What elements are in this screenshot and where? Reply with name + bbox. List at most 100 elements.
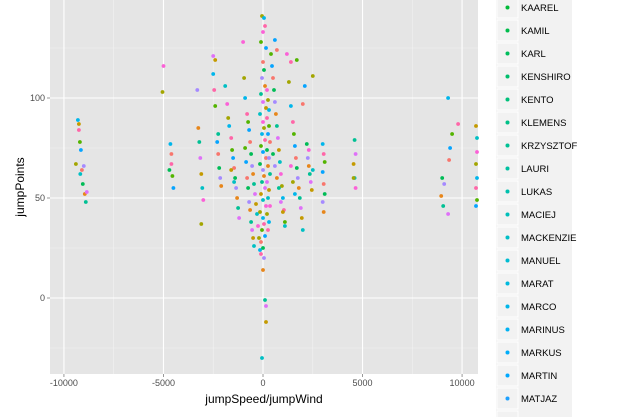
data-point [169, 152, 174, 156]
legend-key-edge [496, 410, 519, 417]
data-point [285, 52, 289, 56]
y-tick-label: 50 [35, 193, 45, 203]
data-point [254, 202, 258, 206]
data-point [227, 124, 232, 128]
data-point [267, 156, 271, 160]
legend-dot [505, 97, 510, 102]
data-point [279, 200, 283, 204]
data-point [265, 88, 269, 92]
data-point [280, 184, 284, 188]
data-point [474, 124, 478, 128]
data-point [273, 38, 277, 42]
data-point [77, 128, 81, 132]
legend-label: MACIEJ [521, 210, 556, 221]
data-point [474, 204, 478, 208]
legend: KAAREL KAMIL KARL KENSHIRO KENTO KLEMENS KRZYS… [496, 0, 577, 417]
data-point [450, 132, 454, 136]
data-point [229, 168, 234, 172]
data-point [264, 106, 268, 110]
legend-label: MARKUS [521, 348, 562, 359]
data-point [265, 116, 269, 120]
data-point [266, 98, 270, 102]
data-point [266, 196, 270, 200]
legend-dot [505, 258, 510, 263]
data-point [255, 212, 259, 216]
data-point [287, 80, 291, 84]
data-point [197, 140, 202, 144]
data-point [199, 222, 204, 226]
data-point [235, 196, 240, 200]
data-point [248, 140, 253, 144]
data-point [241, 40, 246, 44]
x-tick-label: -5000 [152, 378, 175, 388]
data-point [80, 182, 85, 186]
data-point [261, 150, 265, 154]
data-point [283, 220, 287, 224]
data-point [83, 200, 88, 204]
data-point [353, 186, 358, 190]
data-point [268, 204, 272, 208]
data-point [442, 182, 447, 186]
legend-label: MARTIN [521, 371, 557, 382]
data-point [448, 146, 452, 150]
data-point [266, 228, 270, 232]
data-point [353, 152, 358, 156]
data-point [260, 132, 264, 136]
data-point [281, 210, 285, 214]
legend-dot [505, 120, 510, 125]
x-axis-title: jumpSpeed/jumpWind [204, 392, 322, 406]
data-point [291, 120, 295, 124]
data-point [233, 176, 238, 180]
data-point [263, 24, 267, 28]
data-point [307, 172, 312, 176]
data-point [81, 164, 86, 168]
data-point [267, 108, 271, 112]
legend-dot [505, 51, 510, 56]
data-point [261, 30, 265, 34]
data-point [231, 156, 236, 160]
data-point [260, 76, 264, 80]
data-point [294, 166, 299, 170]
data-point [217, 166, 222, 170]
legend-label: KAAREL [521, 3, 559, 14]
data-point [199, 172, 204, 176]
data-point [261, 246, 265, 250]
data-point [250, 228, 255, 232]
data-point [259, 192, 263, 196]
data-point [246, 120, 251, 124]
data-point [264, 320, 268, 324]
data-point [243, 146, 248, 150]
data-point [258, 248, 262, 252]
legend-dot [505, 235, 510, 240]
data-point [279, 172, 283, 176]
data-point [201, 198, 206, 202]
legend-label: LAURI [521, 164, 549, 175]
data-point [258, 210, 262, 214]
data-point [475, 198, 479, 202]
data-point [306, 164, 311, 168]
data-point [278, 160, 282, 164]
data-point [352, 138, 357, 142]
data-point [475, 136, 479, 140]
data-point [252, 182, 256, 186]
data-point [276, 136, 280, 140]
data-point [306, 148, 311, 152]
data-point [223, 84, 228, 88]
data-point [265, 148, 269, 152]
data-point [78, 172, 83, 176]
data-point [271, 152, 275, 156]
legend-dot [505, 281, 510, 286]
data-point [249, 220, 254, 224]
data-point [475, 150, 479, 154]
legend-dot [505, 396, 510, 401]
data-point [259, 144, 263, 148]
data-point [260, 228, 264, 232]
data-point [439, 194, 444, 198]
data-point [263, 298, 267, 302]
data-point [200, 186, 205, 190]
data-point [167, 168, 172, 172]
data-point [277, 148, 281, 152]
data-point [74, 162, 78, 166]
data-point [265, 212, 269, 216]
y-tick-label: 100 [30, 93, 45, 103]
